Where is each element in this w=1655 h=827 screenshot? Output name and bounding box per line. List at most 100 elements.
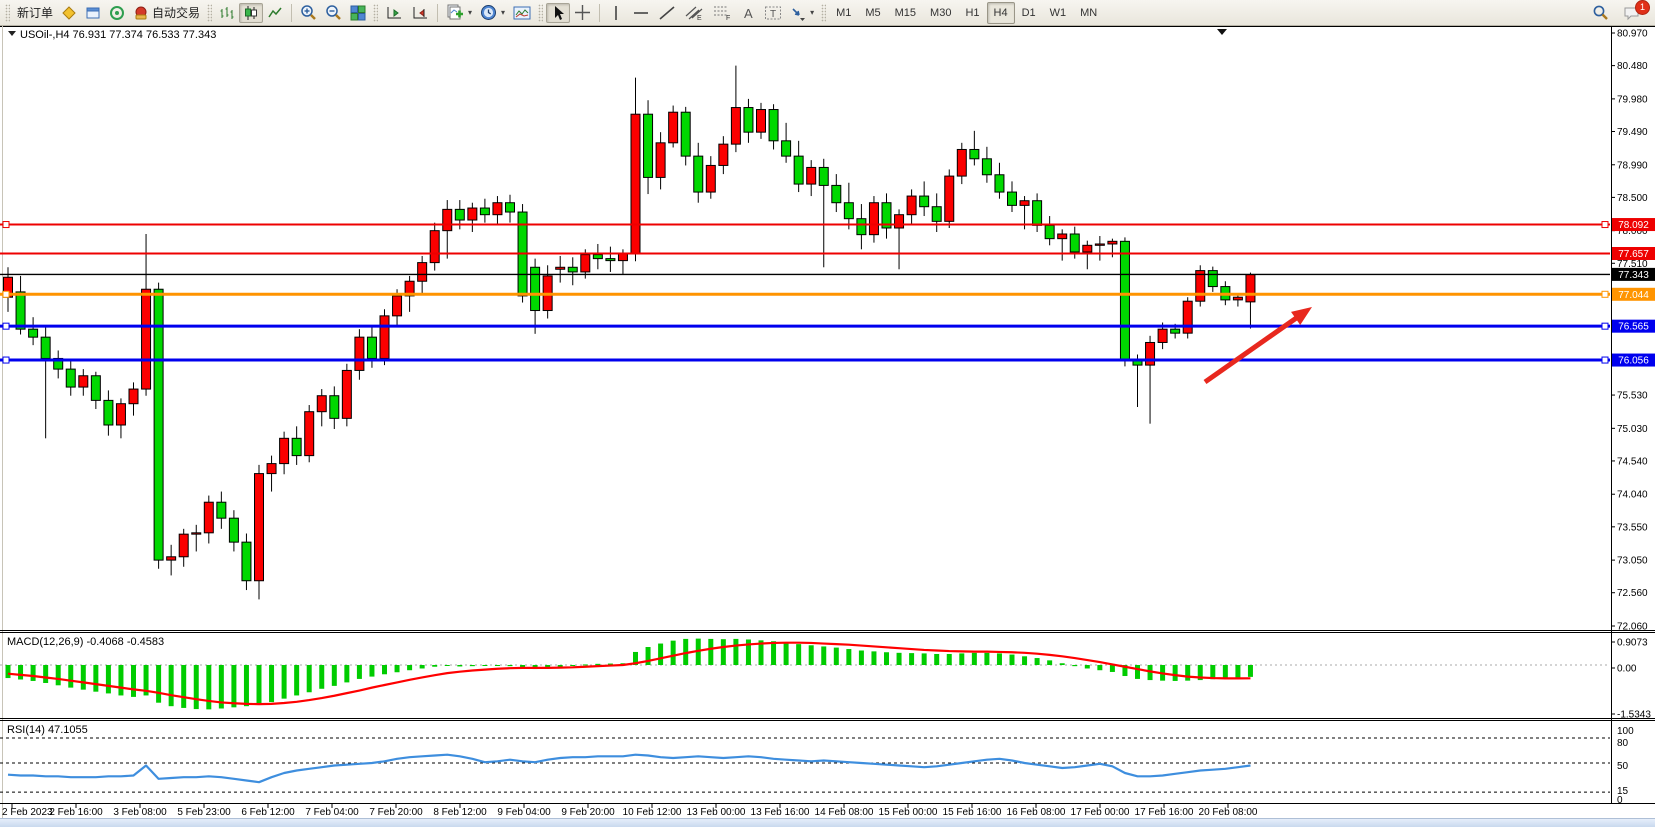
- text-label-tool-button[interactable]: T: [760, 3, 786, 23]
- candle-body-up: [1245, 274, 1256, 303]
- line-end-handle[interactable]: [1601, 356, 1609, 364]
- vertical-line-tool-button[interactable]: [604, 3, 628, 23]
- time-tick-label: 5 Feb 23:00: [177, 807, 231, 818]
- zoom-out-button[interactable]: [321, 3, 346, 23]
- auto-trading-button[interactable]: 自动交易: [129, 3, 204, 23]
- price-badge: 77.044: [1612, 287, 1655, 301]
- time-tick-label: 17 Feb 00:00: [1071, 807, 1130, 818]
- horizontal-line-object[interactable]: [0, 322, 1610, 330]
- time-tick-label: 17 Feb 16:00: [1135, 807, 1194, 818]
- timeframe-button-m15[interactable]: M15: [894, 6, 917, 19]
- price-tick-label: 72.060: [1617, 621, 1648, 632]
- crosshair-tool-button[interactable]: [570, 3, 595, 23]
- chart-shift-button[interactable]: [407, 3, 433, 23]
- timeframe-button-m30[interactable]: M30: [930, 6, 952, 19]
- chart-shift-marker[interactable]: [1217, 29, 1227, 35]
- timeframe-button-mn[interactable]: MN: [1080, 6, 1098, 19]
- zoom-in-icon: [301, 5, 316, 20]
- candle-body-up: [392, 295, 403, 317]
- candle: [203, 495, 214, 544]
- price-badge: 77.343: [1612, 267, 1655, 281]
- crosshair-icon: [575, 5, 591, 20]
- timeframe-button-w1[interactable]: W1: [1049, 6, 1067, 19]
- candle: [467, 202, 478, 232]
- market-watch-window-button[interactable]: [81, 3, 105, 23]
- candle: [956, 142, 967, 185]
- candle: [831, 174, 842, 213]
- macd-histogram-bar: [821, 646, 827, 665]
- bar-chart-mode-button[interactable]: [215, 3, 239, 23]
- tile-windows-button[interactable]: [346, 3, 370, 23]
- horizontal-line-object[interactable]: [0, 221, 1610, 229]
- arrows-tool-button[interactable]: ▾: [786, 3, 818, 23]
- trend-arrow-annotation[interactable]: [1203, 307, 1312, 385]
- new-order-button[interactable]: 新订单: [13, 3, 57, 23]
- templates-button[interactable]: [509, 3, 535, 23]
- price-badge-bg: [1612, 353, 1655, 367]
- symbol-dropdown-icon[interactable]: [8, 31, 16, 36]
- candle: [241, 533, 252, 591]
- timeframe-button-d1[interactable]: D1: [1021, 6, 1036, 19]
- macd-histogram-bar: [30, 665, 36, 681]
- search-button[interactable]: [1588, 3, 1613, 23]
- line-end-handle[interactable]: [2, 221, 10, 229]
- line-end-handle[interactable]: [1601, 322, 1609, 330]
- macd-histogram-bar: [1072, 665, 1078, 667]
- candle-body-up: [1094, 243, 1105, 246]
- macd-histogram-bar: [1047, 660, 1053, 665]
- candle-body-up: [266, 463, 277, 475]
- macd-histogram-bar: [18, 665, 24, 680]
- candle: [304, 405, 315, 463]
- auto-scroll-button[interactable]: [381, 3, 407, 23]
- fibonacci-tool-button[interactable]: F: [708, 3, 736, 23]
- timeframe-button-h4[interactable]: H4: [986, 1, 1015, 24]
- timeframe-button-h1[interactable]: H1: [965, 6, 980, 19]
- candlestick-mode-button[interactable]: [239, 2, 264, 23]
- cursor-tool-button[interactable]: [546, 2, 571, 23]
- timeframe-button-m5[interactable]: M5: [865, 6, 881, 19]
- equidistant-channel-tool-button[interactable]: E: [680, 3, 708, 23]
- candle: [806, 160, 817, 197]
- horizontal-line-tool-button[interactable]: [628, 3, 654, 23]
- arrow-shaft[interactable]: [1203, 312, 1302, 385]
- line-end-handle[interactable]: [2, 290, 10, 298]
- toolbar-drag-handle[interactable]: [373, 3, 379, 22]
- timeframe-button-m1[interactable]: M1: [836, 6, 852, 19]
- metaquotes-diamond-icon-button[interactable]: [57, 3, 81, 23]
- zoom-in-button[interactable]: [296, 3, 321, 23]
- price-tick-label: 79.490: [1617, 127, 1648, 138]
- notifications-chat-button[interactable]: 1: [1619, 0, 1650, 23]
- toolbar-drag-handle[interactable]: [821, 3, 827, 22]
- toolbar-drag-handle[interactable]: [538, 3, 544, 22]
- signals-radar-button[interactable]: [105, 3, 129, 23]
- candle: [178, 528, 189, 567]
- macd-histogram-bar: [1084, 665, 1090, 669]
- price-axis[interactable]: 80.970 80.480 79.980 79.490 78.990 78.500 78.0…: [1611, 29, 1655, 807]
- toolbar-separator: [437, 3, 439, 22]
- rsi-pane-separator[interactable]: [0, 718, 1655, 721]
- toolbar-drag-handle[interactable]: [207, 3, 213, 22]
- text-tool-button[interactable]: A: [736, 3, 760, 23]
- horizontal-line-object[interactable]: [0, 356, 1610, 364]
- line-chart-mode-button[interactable]: [263, 3, 287, 23]
- price-tick-label: 73.550: [1617, 522, 1648, 533]
- horizontal-line-object[interactable]: [0, 290, 1610, 298]
- macd-pane-separator[interactable]: [0, 630, 1655, 633]
- line-end-handle[interactable]: [2, 356, 10, 364]
- trendline-tool-button[interactable]: [654, 3, 680, 23]
- macd-histogram-bar: [570, 665, 576, 666]
- candle: [1119, 237, 1130, 367]
- macd-histogram-bar: [55, 665, 61, 686]
- toolbar-drag-handle[interactable]: [5, 3, 10, 22]
- line-end-handle[interactable]: [1601, 221, 1609, 229]
- candle: [90, 371, 101, 410]
- periods-button[interactable]: ▾: [476, 3, 509, 23]
- indicators-list-button[interactable]: ▾: [442, 3, 476, 23]
- diamond-icon: [62, 5, 76, 20]
- macd-histogram-bar: [1109, 665, 1115, 672]
- line-end-handle[interactable]: [2, 322, 10, 330]
- macd-histogram-bar: [256, 665, 262, 706]
- line-end-handle[interactable]: [1601, 290, 1609, 298]
- candle-body-down: [15, 291, 26, 330]
